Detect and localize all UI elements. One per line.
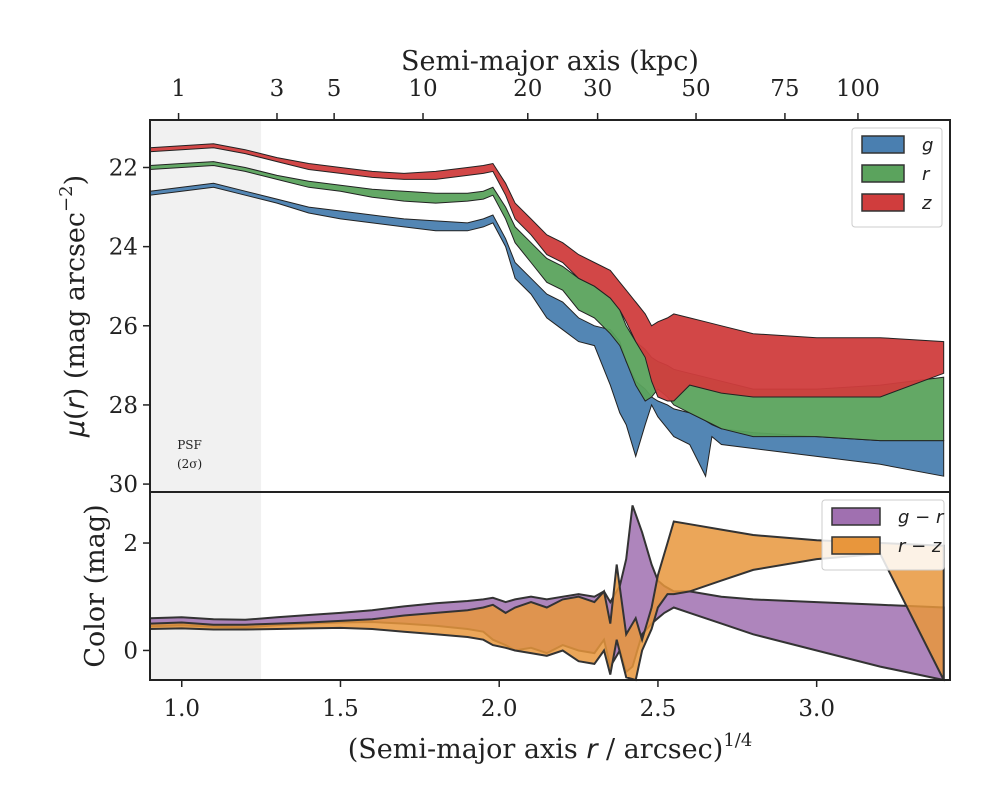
legend-label: z xyxy=(921,193,932,214)
color-panel: 02 1.0 1.5 2.0 2.5 3.0 g − rr − z xyxy=(123,491,951,722)
kpc-tick-label: 1 xyxy=(171,76,186,102)
kpc-tick-label: 30 xyxy=(583,76,612,102)
xtick-label: 3.0 xyxy=(798,696,835,722)
band-g xyxy=(149,182,945,478)
xtick-label: 1.5 xyxy=(322,696,359,722)
bottom-panel-frame xyxy=(149,491,951,681)
psf-label-line2: (2σ) xyxy=(177,457,202,471)
kpc-tick-label: 5 xyxy=(327,76,342,102)
top-legend: grz xyxy=(851,127,943,228)
xtick-label: 1.0 xyxy=(163,696,200,722)
top-ytick-label: 26 xyxy=(109,314,138,340)
surface-brightness-panel: 22 24 26 28 30 1 3 5 10 20 30 50 75 100 PSF (2σ) grz xyxy=(109,76,951,498)
legend-label: r − z xyxy=(898,536,942,557)
kpc-tick-label: 20 xyxy=(513,76,542,102)
top-y-axis-title: μ(r) (mag arcsec−2) xyxy=(56,175,91,438)
bottom-x-ticks: 1.0 1.5 2.0 2.5 3.0 xyxy=(163,680,835,722)
bottom-y-ticks: 02 xyxy=(123,531,150,664)
x-axis-title-exponent: 1/4 xyxy=(723,730,752,751)
x-axis-title-rest: / arcsec) xyxy=(597,734,723,765)
y-title-paren: ( xyxy=(60,409,91,420)
legend-label: g xyxy=(922,135,933,156)
top-ytick-label: 30 xyxy=(109,472,138,498)
top-axis-title: Semi-major axis (kpc) xyxy=(401,46,699,77)
legend-swatch-r−z xyxy=(831,536,881,555)
legend-swatch-z xyxy=(861,193,905,212)
legend-label: r xyxy=(922,164,931,185)
y-title-mu: μ xyxy=(60,420,91,438)
psf-label-line1: PSF xyxy=(177,438,202,452)
x-axis-title: (Semi-major axis r / arcsec)1/4 xyxy=(348,730,753,765)
y-title-exp: −2 xyxy=(56,185,77,212)
kpc-tick-label: 10 xyxy=(408,76,437,102)
top-ytick-label: 24 xyxy=(109,235,138,261)
legend-swatch-r xyxy=(861,164,905,183)
legend-swatch-g−r xyxy=(831,507,881,526)
kpc-tick-label: 3 xyxy=(270,76,285,102)
top-kpc-ticks: 1 3 5 10 20 30 50 75 100 xyxy=(171,76,880,120)
y-title-units: ) (mag arcsec xyxy=(60,212,91,398)
top-ytick-label: 28 xyxy=(109,393,138,419)
y-title-close: ) xyxy=(60,175,91,186)
xtick-label: 2.5 xyxy=(640,696,677,722)
band-z xyxy=(149,143,945,402)
band-r xyxy=(149,161,945,442)
x-axis-title-open: (Semi-major axis xyxy=(348,734,587,765)
kpc-tick-label: 75 xyxy=(770,76,799,102)
bottom-ytick-label: 2 xyxy=(123,531,138,557)
y-title-r: r xyxy=(60,396,91,409)
top-y-ticks: 22 24 26 28 30 xyxy=(109,155,150,498)
top-ytick-label: 22 xyxy=(109,155,138,181)
psf-shaded-region xyxy=(150,120,262,492)
kpc-tick-label: 50 xyxy=(681,76,710,102)
legend-label: g − r xyxy=(898,507,945,528)
bottom-y-axis-title: Color (mag) xyxy=(80,504,111,667)
x-axis-title-r: r xyxy=(586,734,599,765)
kpc-tick-label: 100 xyxy=(836,76,880,102)
legend-swatch-g xyxy=(861,135,905,154)
xtick-label: 2.0 xyxy=(481,696,518,722)
bottom-ytick-label: 0 xyxy=(123,638,138,664)
psf-shaded-region-bottom xyxy=(150,492,262,680)
surface-brightness-series xyxy=(149,143,945,478)
bottom-legend: g − r r − z xyxy=(821,499,945,571)
